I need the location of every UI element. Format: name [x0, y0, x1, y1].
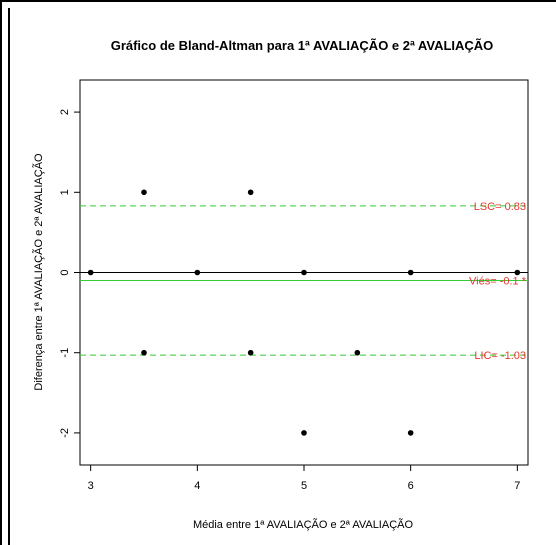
y-tick-label: -1	[59, 348, 71, 358]
outer-frame-left	[0, 0, 2, 545]
data-point	[247, 189, 254, 196]
y-tick-label: -2	[59, 428, 71, 438]
data-point	[407, 269, 414, 276]
inner-frame-left	[8, 8, 10, 545]
reference-line-label: LSC= 0.83	[474, 201, 526, 213]
data-point	[354, 349, 361, 356]
outer-frame-top	[0, 0, 556, 2]
reference-line-label: Viés= -0.1 *	[469, 276, 527, 288]
x-tick-label: 3	[88, 480, 94, 492]
reference-line-label: LIC= -1.03	[474, 350, 526, 362]
data-point	[141, 349, 147, 356]
data-point	[301, 430, 307, 436]
data-point	[194, 269, 201, 276]
y-tick-label: 2	[59, 109, 71, 115]
data-point	[514, 269, 521, 276]
x-axis-label: Média entre 1ª AVALIAÇÃO e 2ª AVALIAÇÃO	[193, 518, 414, 531]
data-point	[87, 269, 94, 276]
data-point	[407, 430, 414, 436]
chart-title: Gráfico de Bland-Altman para 1ª AVALIAÇÃ…	[111, 38, 494, 53]
y-tick-label: 1	[59, 189, 71, 195]
data-point	[247, 349, 254, 356]
y-axis-label: Diferença entre 1ª AVALIAÇÃO e 2ª AVALIA…	[32, 153, 45, 391]
y-tick-label: 0	[59, 269, 71, 275]
x-tick-label: 6	[408, 480, 414, 492]
x-tick-label: 4	[194, 480, 200, 492]
plot-area: 3 4 5 6 7 -2 -1 0 1 2 LSC= 0.83 Viés= -0.1 * LIC= -1…	[59, 79, 529, 492]
data-point	[141, 189, 147, 196]
x-tick-label: 7	[514, 480, 520, 492]
x-tick-label: 5	[301, 480, 307, 492]
data-point	[301, 269, 307, 276]
